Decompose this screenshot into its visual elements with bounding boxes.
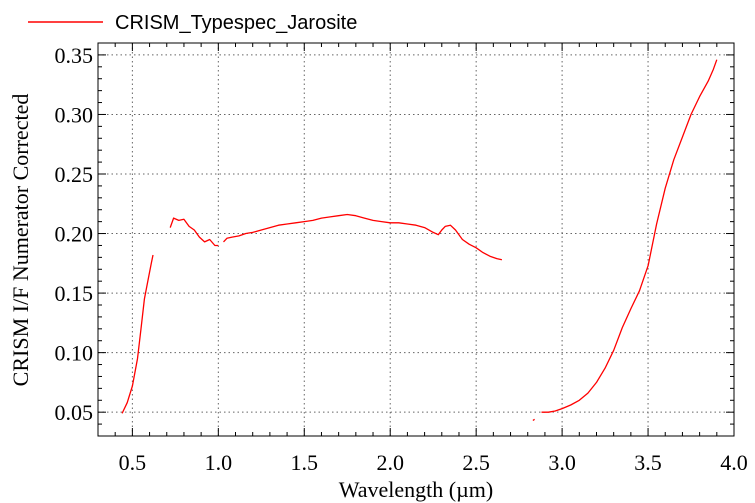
y-tick-label: 0.05 (55, 400, 94, 425)
x-tick-label: 2.0 (376, 450, 404, 475)
y-tick-label: 0.15 (55, 281, 94, 306)
x-tick-label: 1.5 (291, 450, 319, 475)
x-tick-label: 0.5 (119, 450, 147, 475)
series-line-segment (169, 217, 219, 247)
y-tick-label: 0.35 (55, 43, 94, 68)
y-tick-label: 0.30 (55, 102, 94, 127)
tick-layer: 0.5 1.0 1.5 2.0 2.5 3.0 3.5 4.0 0.05 0.10 0.15 0.20… (55, 42, 748, 475)
y-axis-title: CRISM I/F Numerator Corrected (8, 94, 33, 387)
series-line-segment (223, 213, 503, 261)
plot-frame (97, 42, 735, 437)
x-tick-label: 4.0 (720, 450, 748, 475)
series-layer (121, 59, 718, 422)
y-tick-label: 0.25 (55, 162, 94, 187)
series-line-segment (121, 254, 154, 414)
legend-label: CRISM_Typespec_Jarosite (115, 12, 357, 34)
y-tick-label: 0.10 (55, 341, 94, 366)
x-tick-label: 1.0 (205, 450, 233, 475)
x-tick-label: 3.5 (634, 450, 662, 475)
legend: CRISM_Typespec_Jarosite (28, 12, 357, 34)
series-line-segment (532, 418, 535, 422)
x-axis-title: Wavelength (µm) (339, 477, 493, 502)
x-tick-label: 3.0 (548, 450, 576, 475)
x-tick-label: 2.5 (462, 450, 490, 475)
series-line-segment (541, 59, 718, 413)
y-tick-label: 0.20 (55, 222, 94, 247)
grid-layer (98, 43, 734, 436)
